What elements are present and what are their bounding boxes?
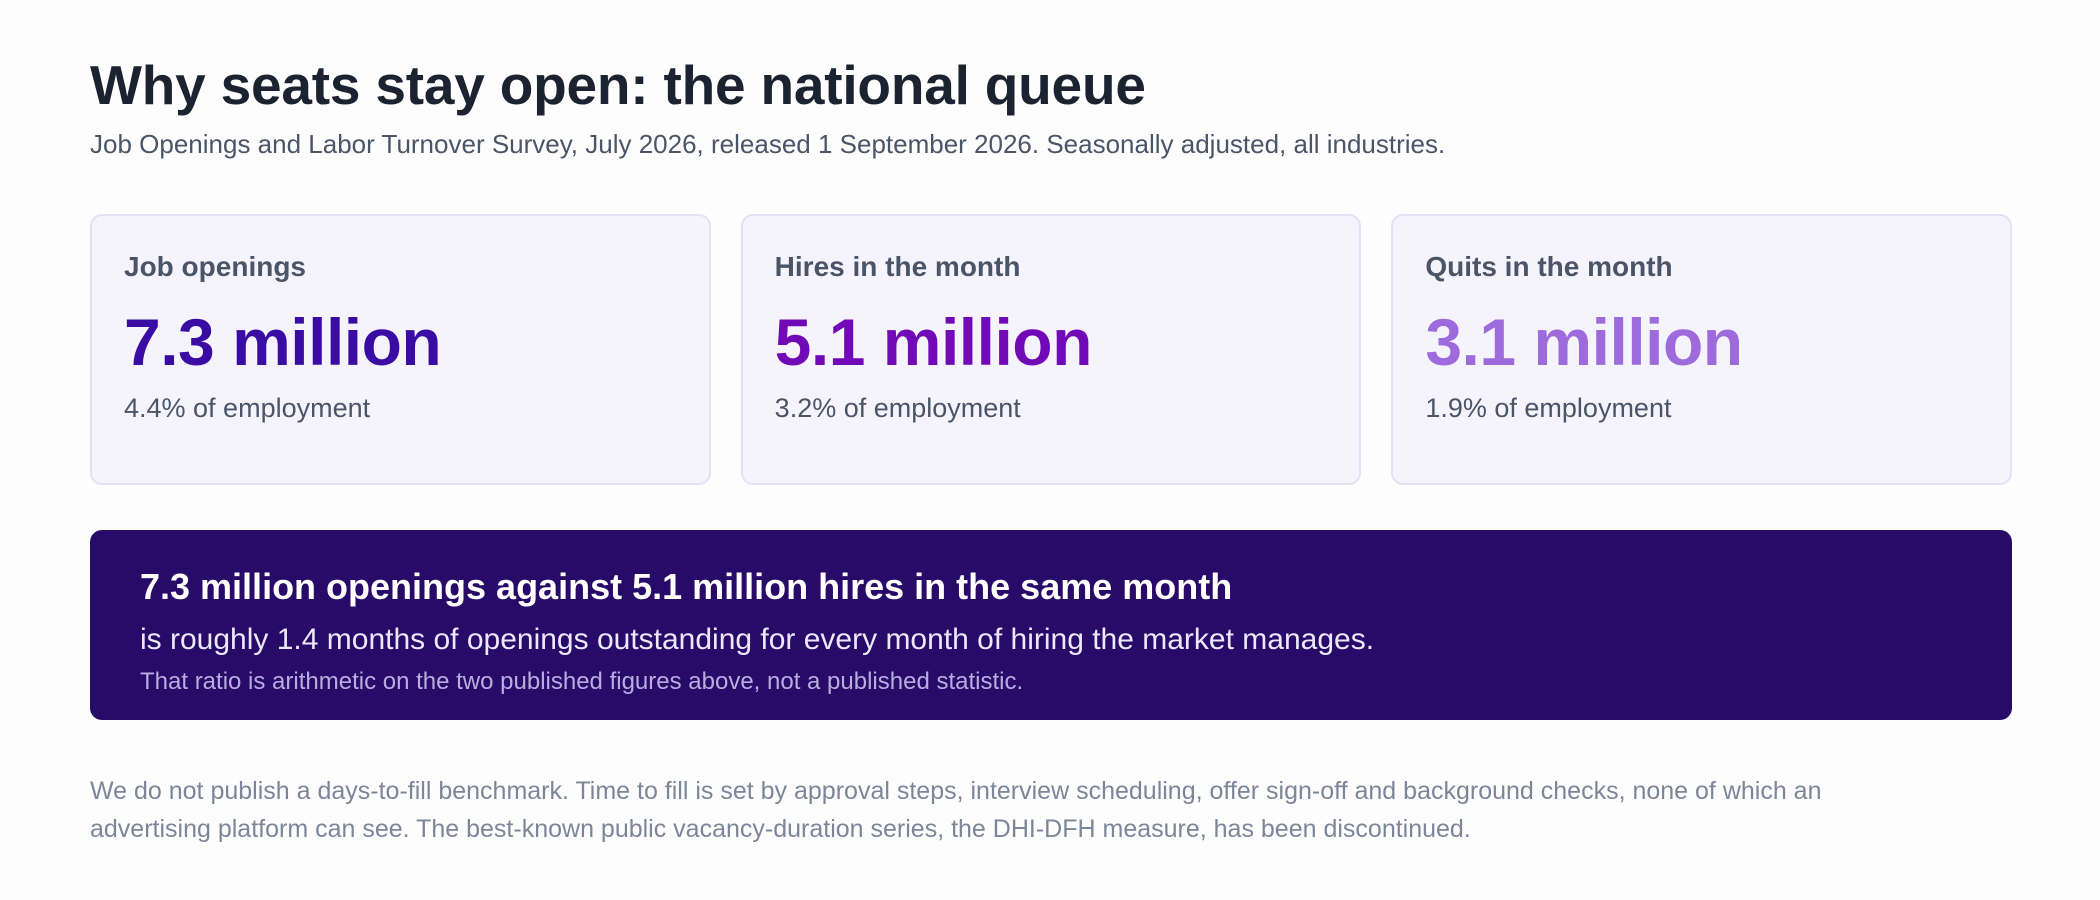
stat-label: Job openings <box>124 251 306 282</box>
ratio-callout: 7.3 million openings against 5.1 million… <box>90 530 2012 720</box>
stat-label: Hires in the month <box>774 251 1021 282</box>
page: Why seats stay open: the national queue … <box>90 52 2013 873</box>
page-subtitle: Job Openings and Labor Turnover Survey, … <box>90 129 1446 159</box>
stat-note: 1.9% of employment <box>1425 393 1672 423</box>
footnote: We do not publish a days-to-fill benchma… <box>90 777 1822 843</box>
stat-label: Quits in the month <box>1425 251 1673 282</box>
stat-note: 4.4% of employment <box>124 393 371 423</box>
stat-card-quits: Quits in the month 3.1 million 1.9% of e… <box>1391 214 2013 485</box>
stat-value: 3.1 million <box>1425 305 1743 379</box>
callout-body: is roughly 1.4 months of openings outsta… <box>140 623 1375 656</box>
stat-card-hires: Hires in the month 5.1 million 3.2% of e… <box>740 214 1362 485</box>
stat-note: 3.2% of employment <box>774 393 1021 423</box>
page-title: Why seats stay open: the national queue <box>90 54 1146 116</box>
stat-value: 5.1 million <box>774 305 1093 379</box>
stat-cards: Job openings 7.3 million 4.4% of employm… <box>90 214 2013 485</box>
callout-headline: 7.3 million openings against 5.1 million… <box>140 566 1233 607</box>
stat-value: 7.3 million <box>124 305 442 379</box>
stat-card-job-openings: Job openings 7.3 million 4.4% of employm… <box>90 214 711 485</box>
callout-note: That ratio is arithmetic on the two publ… <box>140 668 1024 695</box>
